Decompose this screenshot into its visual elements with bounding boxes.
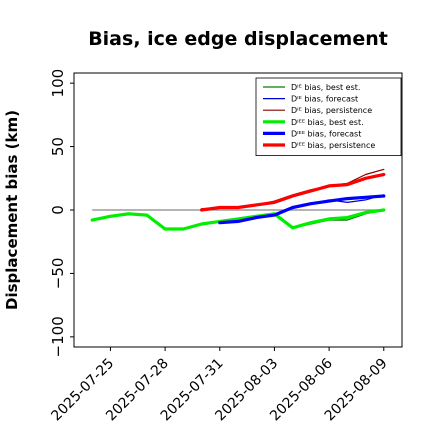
chart-title: Bias, ice edge displacement <box>88 28 388 50</box>
y-tick-label: 50 <box>49 137 67 156</box>
series-line-6 <box>200 172 386 212</box>
legend-label-3: Dᴵᴱ bias, persistence <box>291 106 372 115</box>
legend-box <box>255 77 402 156</box>
y-tick-label: 0 <box>49 205 67 215</box>
legend-label-1: Dᴵᴱ bias, best est. <box>291 83 360 92</box>
y-tick-label: −100 <box>49 316 67 357</box>
y-tick-label: −50 <box>49 258 67 290</box>
series-line-5 <box>218 194 386 225</box>
series-line-4 <box>90 208 386 231</box>
legend-label-5: Dᴵᴱᴱ bias, forecast <box>291 129 361 138</box>
legend-label-2: Dᴵᴱ bias, forecast <box>291 95 358 104</box>
legend-label-4: Dᴵᴱᴱ bias, best est. <box>291 118 364 127</box>
y-tick-label: 100 <box>49 69 67 98</box>
legend-label-6: Dᴵᴱᴱ bias, persistence <box>291 141 375 150</box>
y-axis-label: Displacement bias (km) <box>3 110 21 310</box>
